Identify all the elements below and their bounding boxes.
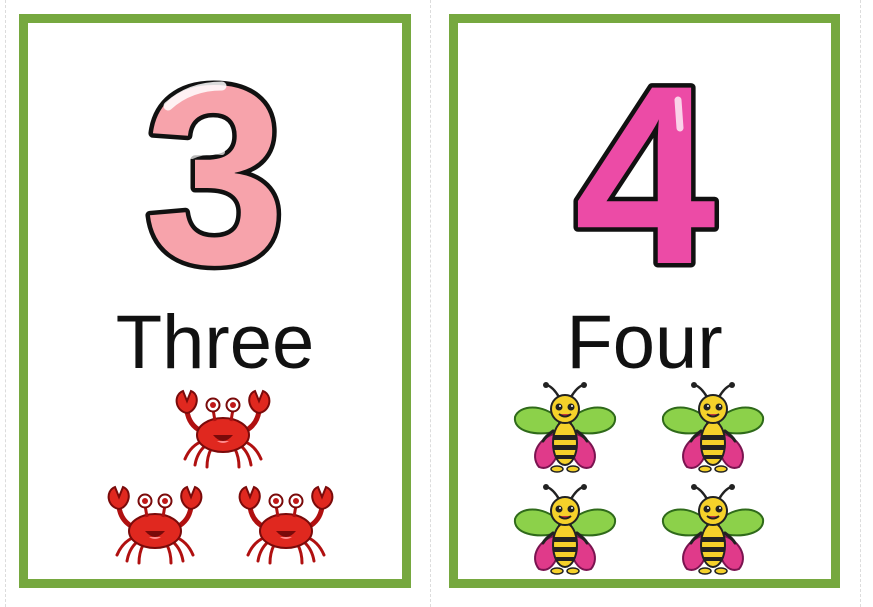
crab-icon — [171, 385, 275, 469]
cut-line — [5, 0, 6, 607]
numeral-three-text: 3 — [144, 33, 286, 318]
bee-icon — [661, 381, 765, 474]
bee-icon — [513, 381, 617, 474]
bee-icon — [513, 483, 617, 576]
cut-line — [430, 0, 431, 607]
number-word-three: Three — [115, 300, 315, 385]
numeral-three: 3 — [28, 29, 402, 323]
flashcard-three: 3 Three — [19, 14, 411, 588]
numeral-four-text: 4 — [574, 33, 716, 318]
numeral-highlight — [163, 81, 227, 111]
number-word-four: Four — [566, 300, 723, 385]
cut-line — [860, 0, 861, 607]
numeral-highlight — [674, 96, 683, 132]
crab-icon — [234, 481, 338, 565]
flashcard-four: 4 Four — [449, 14, 840, 588]
bee-icon — [661, 483, 765, 576]
numeral-highlight — [189, 148, 225, 159]
numeral-four: 4 — [458, 29, 831, 323]
crab-icon — [103, 481, 207, 565]
numeral-highlight — [595, 94, 616, 132]
